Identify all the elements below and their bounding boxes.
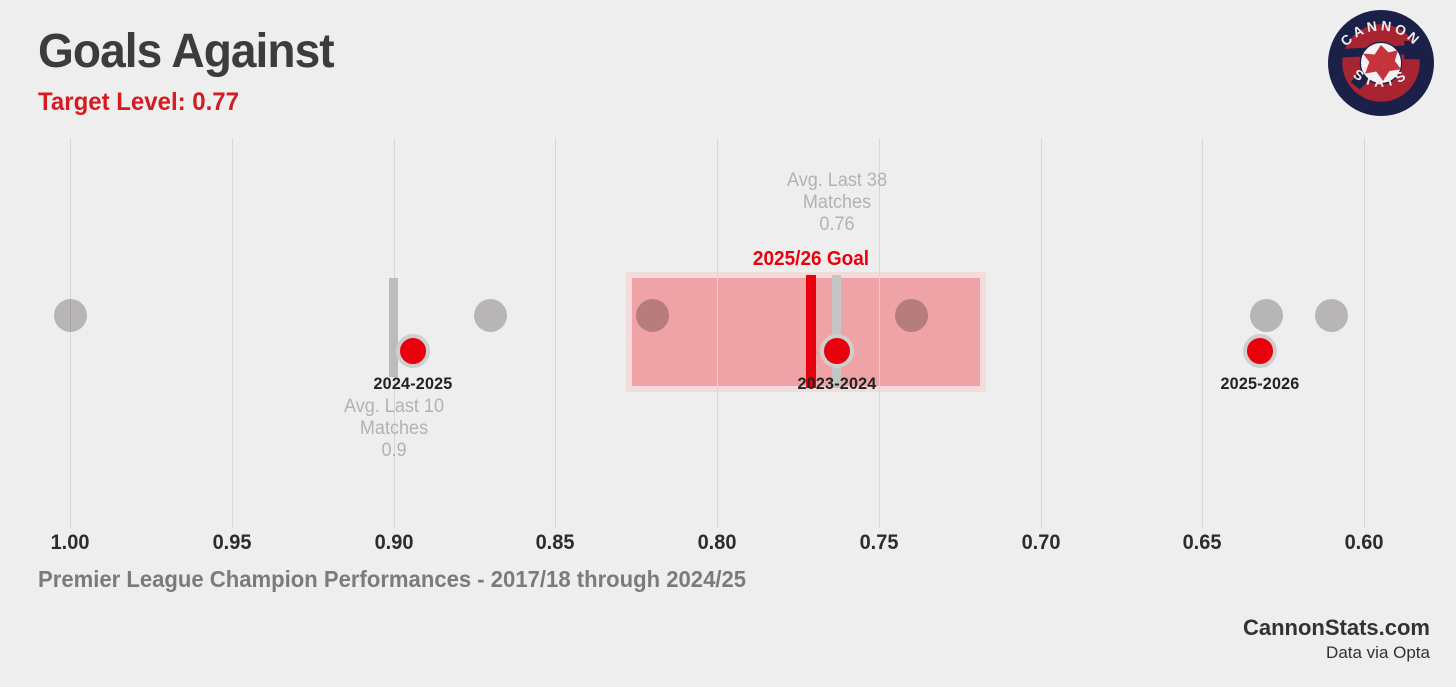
gridline-1.00 bbox=[70, 138, 71, 528]
reference-bar-avg-last-38 bbox=[832, 275, 842, 388]
annotation-line: 0.9 bbox=[380, 440, 407, 461]
annotation-avg-last-10: Avg. Last 10 Matches 0.9 bbox=[289, 396, 498, 462]
x-tick-label: 0.95 bbox=[212, 531, 252, 554]
annotation-avg-last-38: Avg. Last 38 Matches 0.76 bbox=[732, 170, 941, 236]
gridline-0.85 bbox=[555, 138, 557, 528]
annotation-line: 2025/26 Goal bbox=[752, 248, 869, 270]
x-tick-label: 0.60 bbox=[1344, 531, 1384, 554]
annotation-line: Matches bbox=[359, 418, 428, 439]
gridline-0.80 bbox=[717, 138, 718, 528]
x-tick-label: 0.65 bbox=[1182, 531, 1222, 554]
champion-point bbox=[894, 298, 928, 332]
reference-bar-goal-2025-26 bbox=[805, 275, 816, 388]
season-label: 2023-2024 bbox=[797, 374, 877, 393]
gridline-0.65 bbox=[1202, 138, 1204, 528]
gridline-0.60 bbox=[1364, 138, 1365, 528]
target-level-subtitle: Target Level: 0.77 bbox=[38, 88, 239, 116]
champion-point bbox=[1315, 298, 1349, 332]
champions-legend-caption: Premier League Champion Performances - 2… bbox=[38, 566, 747, 592]
season-dot-2024-2025 bbox=[395, 334, 430, 368]
cannon-stats-logo-icon: CANNON STATS bbox=[1328, 10, 1434, 116]
season-dot-2025-2026 bbox=[1243, 334, 1278, 368]
annotation-line: Avg. Last 38 bbox=[786, 170, 887, 191]
annotation-line: Matches bbox=[802, 192, 871, 213]
season-label: 2025-2026 bbox=[1220, 374, 1300, 393]
x-tick-label: 0.85 bbox=[535, 531, 575, 554]
champion-point bbox=[635, 298, 669, 332]
data-source-credit: Data via Opta bbox=[1326, 643, 1430, 662]
x-tick-label: 1.00 bbox=[50, 531, 90, 554]
x-tick-label: 0.80 bbox=[697, 531, 737, 554]
annotation-line: 0.76 bbox=[819, 214, 855, 235]
champion-point bbox=[474, 298, 508, 332]
annotation-goal-2025-26: 2025/26 Goal bbox=[706, 248, 915, 270]
x-tick-label: 0.70 bbox=[1021, 531, 1060, 554]
reference-bar-avg-last-10 bbox=[389, 278, 398, 377]
champion-point bbox=[1250, 298, 1284, 332]
gridline-0.95 bbox=[231, 138, 233, 528]
season-dot-2023-2024 bbox=[819, 334, 854, 368]
x-tick-label: 0.75 bbox=[859, 531, 899, 554]
site-credit: CannonStats.com bbox=[1242, 615, 1430, 640]
gridline-0.75 bbox=[878, 138, 880, 528]
page-title: Goals Against bbox=[38, 25, 335, 78]
annotation-line: Avg. Last 10 bbox=[343, 396, 444, 417]
x-tick-label: 0.90 bbox=[374, 531, 413, 554]
season-label: 2024-2025 bbox=[373, 374, 453, 393]
champion-point bbox=[53, 298, 87, 332]
gridline-0.70 bbox=[1040, 138, 1042, 528]
